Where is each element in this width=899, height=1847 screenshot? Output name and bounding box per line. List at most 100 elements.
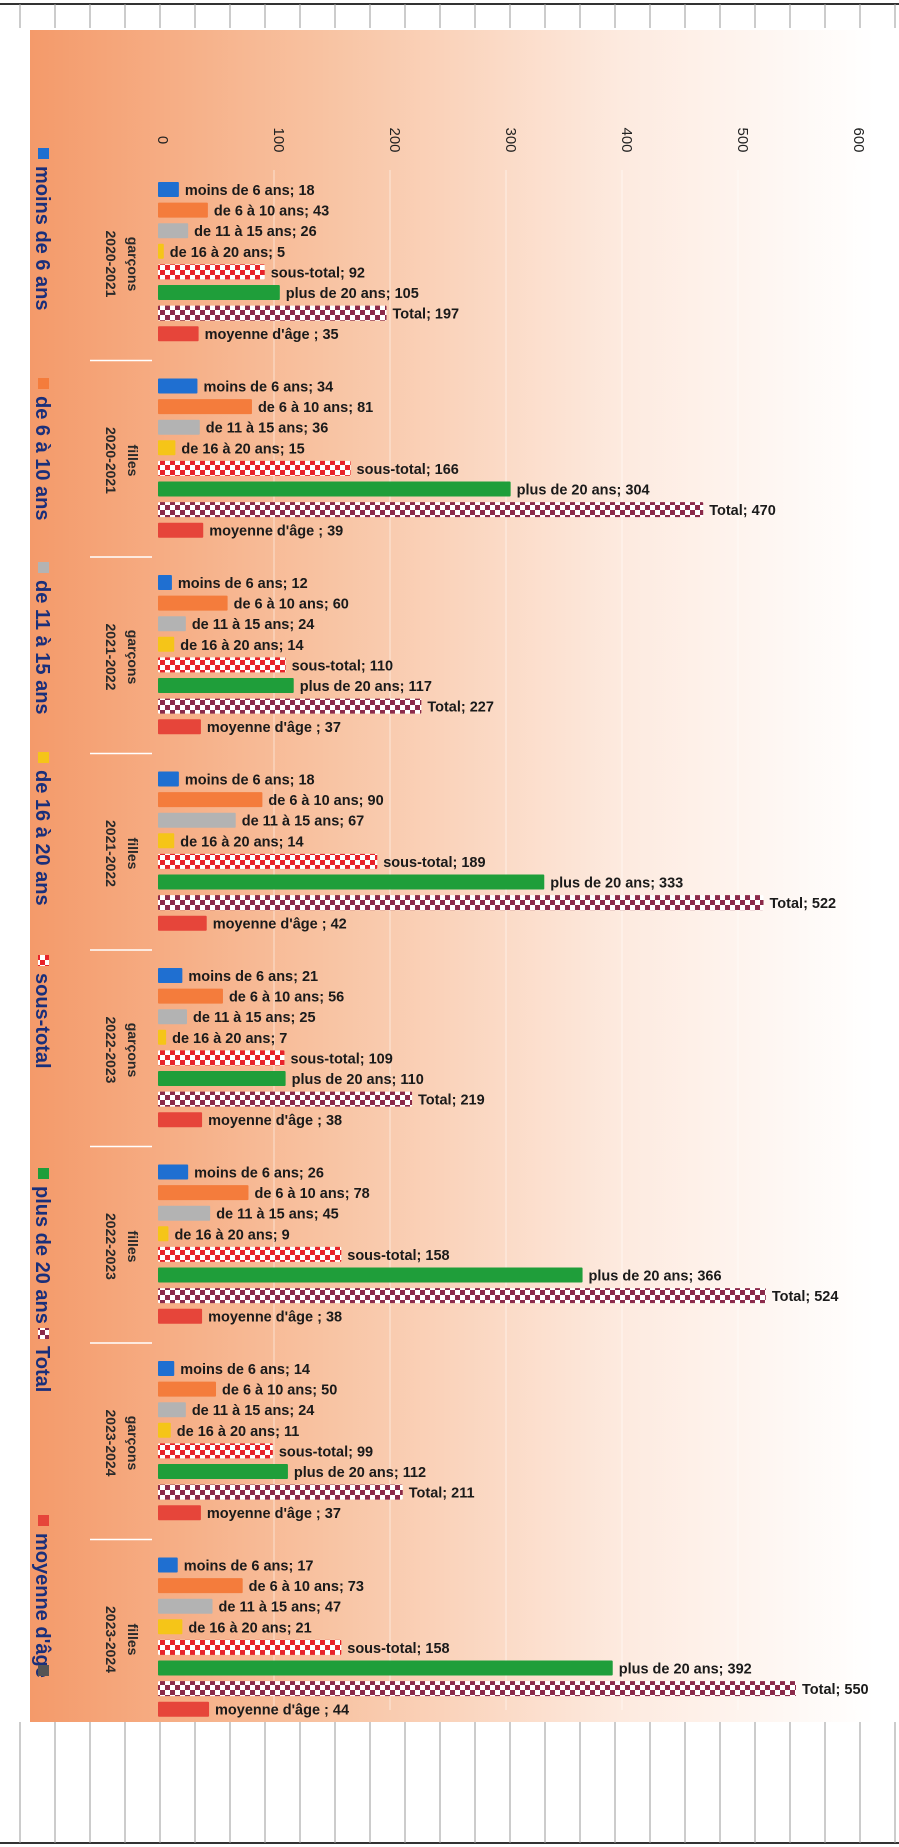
bar (158, 1578, 243, 1594)
data-label: Total; 522 (770, 896, 837, 912)
bar (158, 202, 208, 218)
data-label: sous-total; 166 (357, 462, 459, 478)
bar (158, 616, 186, 632)
data-label: moins de 6 ans; 26 (194, 1166, 324, 1182)
legend-swatch (38, 1328, 49, 1339)
bar (158, 326, 199, 342)
bar (158, 812, 236, 828)
bar (158, 575, 172, 590)
data-label: de 16 à 20 ans; 14 (180, 638, 303, 654)
tick-label: 600 (850, 127, 867, 152)
category-gender-label: filles (125, 1624, 141, 1656)
bar (158, 1205, 211, 1221)
data-label: plus de 20 ans; 105 (286, 286, 419, 302)
legend-label: sous-total (31, 973, 53, 1069)
bar (158, 1422, 171, 1438)
data-label: moyenne d'âge ; 38 (208, 1113, 342, 1129)
bar (158, 698, 422, 714)
data-label: moyenne d'âge ; 35 (205, 327, 339, 343)
data-label: sous-total; 189 (383, 855, 485, 871)
bar (158, 522, 204, 538)
bar (158, 460, 351, 476)
data-label: de 6 à 10 ans; 90 (268, 793, 383, 809)
bar (158, 1557, 178, 1573)
bar (158, 853, 378, 869)
data-label: de 11 à 15 ans; 67 (242, 814, 365, 830)
data-label: moins de 6 ans; 12 (178, 576, 308, 592)
bar (158, 657, 286, 673)
data-label: sous-total; 158 (347, 1248, 449, 1264)
bar (158, 223, 189, 239)
legend-swatch (38, 378, 49, 389)
category-gender-label: garçons (125, 630, 141, 685)
data-label: moyenne d'âge ; 44 (215, 1703, 349, 1719)
bar (158, 1660, 613, 1676)
bar (158, 1288, 766, 1304)
bar (158, 1598, 213, 1614)
data-label: de 11 à 15 ans; 24 (192, 1403, 315, 1419)
category-gender-label: garçons (125, 237, 141, 292)
bar (158, 595, 228, 611)
legend-label: plus de 20 ans (31, 1186, 53, 1324)
bar (158, 243, 164, 259)
legend-swatch (38, 1168, 49, 1179)
data-label: de 16 à 20 ans; 15 (181, 441, 304, 457)
data-label: de 16 à 20 ans; 5 (170, 245, 285, 261)
data-label: de 6 à 10 ans; 60 (234, 597, 349, 613)
edge-grid-marks (19, 4, 896, 1843)
bar (158, 1701, 210, 1717)
bar (158, 182, 179, 197)
data-label: de 6 à 10 ans; 78 (254, 1186, 369, 1202)
bars: moins de 6 ans; 18 de 6 à 10 ans; 43 de 11… (158, 182, 869, 1719)
data-label: de 6 à 10 ans; 73 (249, 1579, 364, 1595)
bar (158, 678, 294, 693)
data-label: de 11 à 15 ans; 24 (192, 617, 315, 633)
data-label: moins de 6 ans; 34 (203, 380, 333, 396)
legend-swatch (38, 955, 49, 966)
bar (158, 792, 263, 808)
bar (158, 502, 704, 518)
category-year-label: 2023-2024 (103, 1410, 119, 1477)
bar (158, 1185, 249, 1201)
legend-swatch (38, 1515, 49, 1526)
bar (158, 1505, 201, 1521)
bar (158, 1246, 342, 1262)
bar (158, 1381, 216, 1397)
legend-swatch (38, 148, 49, 159)
category-year-label: 2021-2022 (103, 820, 119, 887)
data-label: sous-total; 92 (271, 265, 365, 281)
data-label: Total; 227 (427, 700, 494, 716)
bar (158, 988, 223, 1004)
data-label: moins de 6 ans; 14 (180, 1362, 310, 1378)
data-label: de 16 à 20 ans; 9 (174, 1227, 289, 1243)
data-label: sous-total; 158 (347, 1641, 449, 1657)
legend-label: de 11 à 15 ans (31, 580, 53, 715)
data-label: plus de 20 ans; 366 (589, 1269, 722, 1285)
data-label: moins de 6 ans; 18 (185, 773, 315, 789)
legend-swatch (38, 562, 49, 573)
data-label: de 11 à 15 ans; 25 (193, 1010, 316, 1026)
tick-label: 100 (270, 127, 287, 152)
bar (158, 1050, 285, 1066)
data-label: moyenne d'âge ; 37 (207, 1506, 341, 1522)
data-label: plus de 20 ans; 333 (550, 876, 683, 892)
bar (158, 1681, 796, 1697)
bar (158, 1267, 583, 1283)
bar (158, 305, 387, 321)
data-label: plus de 20 ans; 112 (294, 1465, 426, 1481)
data-label: sous-total; 109 (290, 1051, 392, 1067)
bar (158, 1226, 169, 1242)
data-label: moyenne d'âge ; 38 (208, 1310, 342, 1326)
legend-label: Total (31, 1346, 53, 1392)
bar (158, 771, 179, 787)
data-label: de 16 à 20 ans; 14 (180, 834, 303, 850)
category-gender-label: filles (125, 838, 141, 870)
bar (158, 1029, 167, 1045)
tick-label: 200 (386, 127, 403, 152)
data-label: sous-total; 99 (279, 1444, 373, 1460)
data-label: moins de 6 ans; 18 (185, 183, 315, 199)
bar (158, 1402, 186, 1418)
data-label: de 16 à 20 ans; 11 (177, 1424, 300, 1440)
bar (158, 1443, 273, 1459)
